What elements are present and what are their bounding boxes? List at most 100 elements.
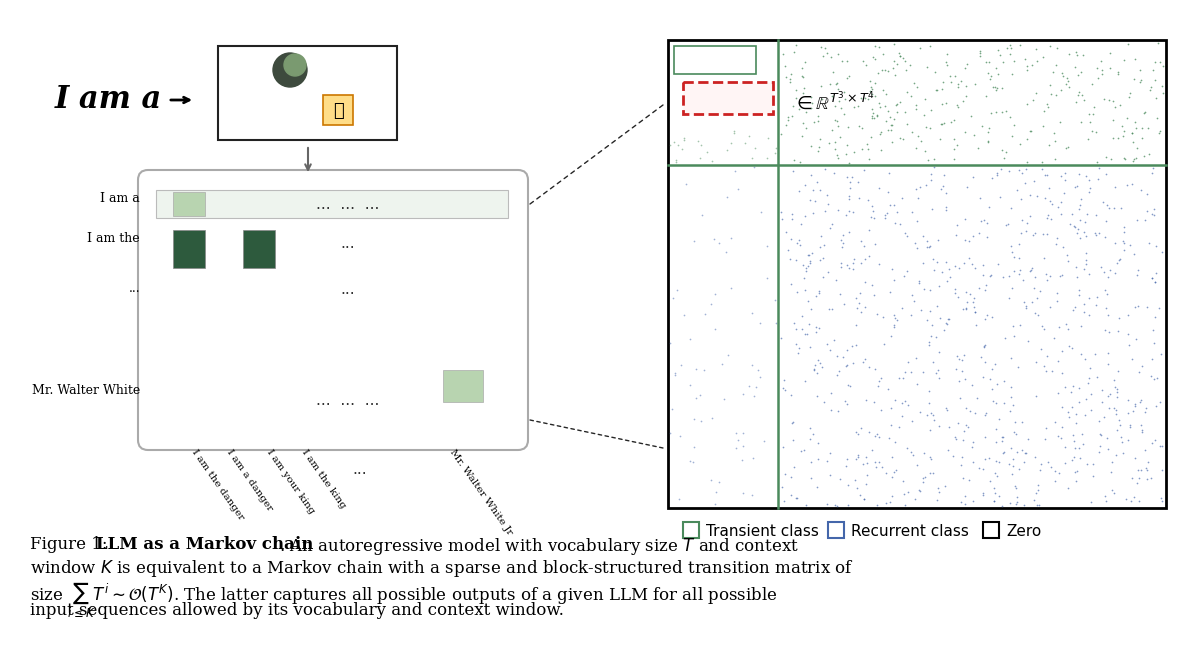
Point [968, 143, 987, 154]
Point [1095, 411, 1114, 422]
Point [1001, 203, 1020, 213]
Point [800, 250, 819, 261]
Point [687, 393, 706, 404]
Point [1137, 206, 1156, 216]
Point [1144, 163, 1163, 173]
Point [1044, 128, 1063, 138]
Point [778, 244, 797, 255]
Point [661, 338, 680, 348]
Point [1146, 93, 1165, 104]
Point [958, 182, 977, 192]
Point [1132, 425, 1151, 436]
Point [1097, 303, 1116, 313]
Point [729, 434, 748, 445]
Point [1144, 374, 1163, 384]
Point [1125, 302, 1144, 312]
Point [1099, 391, 1118, 402]
Point [838, 259, 857, 270]
Point [924, 415, 943, 426]
Point [1018, 336, 1037, 347]
Point [773, 49, 792, 59]
Point [1080, 269, 1099, 279]
Point [1036, 193, 1055, 203]
Point [666, 155, 685, 166]
Point [781, 74, 800, 84]
Point [857, 60, 876, 70]
Point [1136, 106, 1155, 117]
Point [1081, 389, 1100, 399]
Point [1055, 188, 1074, 198]
Circle shape [284, 54, 307, 76]
Point [821, 405, 840, 415]
Point [883, 491, 902, 501]
Point [963, 456, 982, 467]
Point [1020, 266, 1040, 276]
Point [805, 364, 824, 374]
Point [683, 456, 702, 467]
Point [713, 359, 732, 369]
Point [836, 460, 855, 471]
Point [962, 258, 981, 269]
Point [822, 218, 841, 229]
Point [840, 381, 859, 391]
Point [754, 436, 773, 446]
Point [829, 83, 848, 94]
Point [707, 486, 726, 497]
Point [884, 275, 903, 286]
Point [1114, 153, 1133, 163]
Point [865, 289, 884, 300]
Point [1040, 140, 1059, 150]
Text: A\: A\ [228, 58, 255, 82]
Point [725, 128, 744, 138]
Point [809, 354, 828, 364]
Point [814, 51, 833, 61]
Point [786, 39, 805, 50]
Point [830, 132, 849, 143]
Point [1030, 500, 1049, 511]
Point [1017, 98, 1036, 109]
Point [1085, 348, 1104, 359]
Point [971, 50, 990, 61]
Point [1004, 252, 1023, 263]
Point [975, 432, 994, 442]
Point [929, 235, 948, 245]
Point [1055, 168, 1074, 178]
Point [795, 83, 814, 93]
Point [859, 250, 878, 261]
Point [784, 101, 803, 111]
Point [1083, 102, 1102, 113]
Point [866, 54, 885, 65]
Point [927, 85, 946, 95]
Point [798, 261, 817, 271]
Point [791, 219, 810, 230]
Point [1012, 228, 1031, 238]
Point [1123, 128, 1142, 138]
Point [974, 490, 993, 501]
Point [665, 367, 684, 378]
Point [674, 310, 693, 320]
Point [921, 285, 940, 295]
Point [1038, 210, 1057, 220]
Point [716, 247, 735, 258]
Point [861, 132, 880, 142]
Point [765, 295, 784, 305]
Point [1022, 264, 1041, 274]
Point [924, 468, 943, 479]
Point [987, 82, 1006, 93]
Point [804, 185, 823, 195]
Point [822, 304, 841, 315]
Point [873, 85, 892, 95]
Point [1083, 459, 1102, 469]
Point [1010, 265, 1029, 275]
Point [846, 454, 865, 464]
Point [807, 367, 826, 378]
Point [807, 290, 826, 301]
Point [876, 65, 895, 75]
Point [1016, 301, 1035, 311]
Point [1092, 430, 1111, 441]
Text: I am the danger: I am the danger [190, 448, 246, 522]
Point [1069, 290, 1088, 301]
Point [877, 116, 896, 126]
Point [993, 107, 1012, 117]
Point [1136, 463, 1155, 473]
